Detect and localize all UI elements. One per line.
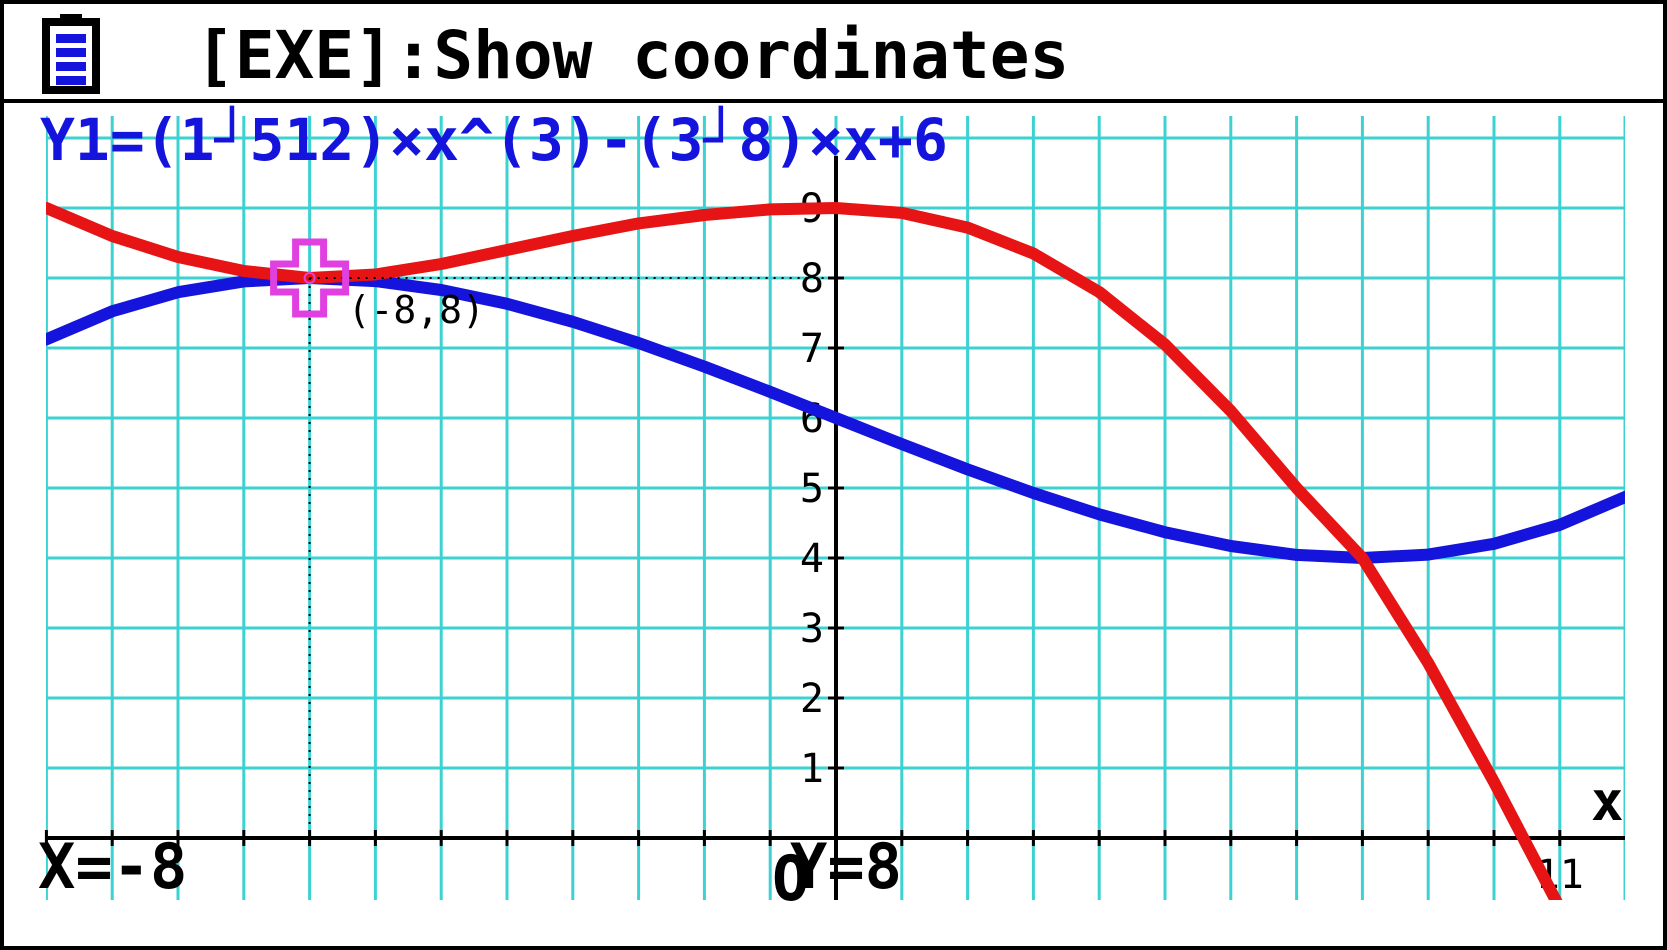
equation-label: Y1=(1┘512)×x^(3)-(3┘8)×x+6 bbox=[40, 105, 948, 174]
y-tick-label: 1 bbox=[800, 746, 824, 792]
header-bar: [EXE]:Show coordinates bbox=[0, 14, 1667, 103]
y-tick-label: 8 bbox=[800, 256, 824, 302]
y-tick-label: 4 bbox=[800, 536, 824, 582]
x-coordinate-readout: X=-8 bbox=[38, 830, 187, 903]
y-tick-label: 2 bbox=[800, 676, 824, 722]
trace-point-label: (-8,8) bbox=[348, 288, 485, 332]
y-tick-label: 7 bbox=[800, 326, 824, 372]
trace-cursor-icon bbox=[270, 238, 350, 318]
y-tick-label: 5 bbox=[800, 466, 824, 512]
trace-layer: (-8,8) bbox=[270, 238, 836, 838]
y-coordinate-readout: Y=8 bbox=[790, 830, 902, 903]
header-title: [EXE]:Show coordinates bbox=[195, 17, 1069, 94]
origin-label: O bbox=[772, 842, 809, 915]
x-axis-label: x bbox=[1591, 770, 1624, 833]
battery-icon bbox=[42, 14, 100, 94]
trace-cursor-center bbox=[303, 272, 316, 284]
y-tick-label: 3 bbox=[800, 606, 824, 652]
